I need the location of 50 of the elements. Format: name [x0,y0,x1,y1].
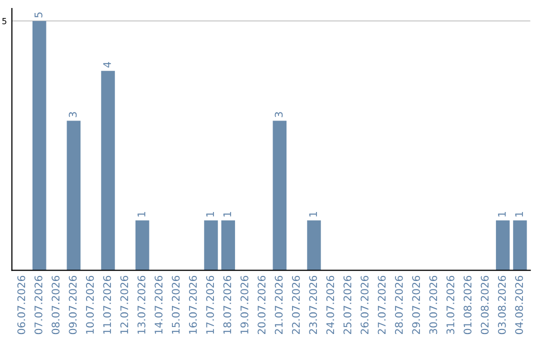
data-label: 1 [206,212,214,217]
data-label: 4 [103,62,111,68]
x-tick-label: 03.08.2026 [498,276,506,334]
x-tick-label: 23.07.2026 [309,276,318,334]
bar [307,220,321,270]
x-tick-label: 04.08.2026 [515,276,524,334]
x-tick-label: 22.07.2026 [292,276,300,334]
x-tick-label: 09.07.2026 [68,276,77,334]
bar [221,220,236,270]
x-tick-label: 20.07.2026 [258,276,266,334]
bar [32,20,46,270]
x-tick-label: 11.07.2026 [103,276,112,334]
data-label: 1 [138,212,146,217]
x-tick-label: 26.07.2026 [360,276,369,334]
data-label: 1 [223,212,232,217]
bar [101,70,115,270]
data-label: 5 [34,12,42,18]
x-tick-label: 18.07.2026 [223,276,232,334]
data-label: 3 [274,112,283,118]
data-label: 1 [498,212,506,217]
x-tick-label: 29.07.2026 [412,276,420,334]
x-tick-label: 28.07.2026 [394,276,403,334]
bar [272,120,287,270]
x-tick-label: 12.07.2026 [120,276,128,334]
x-tick-label: 27.07.2026 [378,276,386,334]
bar [496,220,510,270]
x-tick-label: 06.07.2026 [17,276,26,334]
data-label: 1 [309,212,317,217]
x-tick-label: 21.07.2026 [274,276,283,334]
x-tick-label: 17.07.2026 [206,276,214,334]
data-label: 3 [68,112,77,118]
x-tick-label: 13.07.2026 [137,276,146,334]
x-tick-label: 24.07.2026 [326,276,334,334]
x-tick-label: 15.07.2026 [172,276,180,334]
x-tick-label: 14.07.2026 [154,276,163,334]
x-tick-label: 10.07.2026 [86,276,94,334]
x-tick-label: 16.07.2026 [188,276,197,334]
x-tick-label: 02.08.2026 [480,276,489,334]
x-tick-label: 08.07.2026 [52,276,60,334]
x-tick-label: 07.07.2026 [34,276,42,334]
x-tick-label: 19.07.2026 [240,276,248,334]
x-tick-label: 01.08.2026 [464,276,472,334]
x-tick-label: 25.07.2026 [343,276,352,334]
bar [135,220,150,270]
bar [66,120,81,270]
bar [204,220,218,270]
x-tick-label: 31.07.2026 [446,276,454,334]
x-tick-label: 30.07.2026 [429,276,438,334]
data-label: 1 [515,212,523,217]
bar [513,220,527,270]
